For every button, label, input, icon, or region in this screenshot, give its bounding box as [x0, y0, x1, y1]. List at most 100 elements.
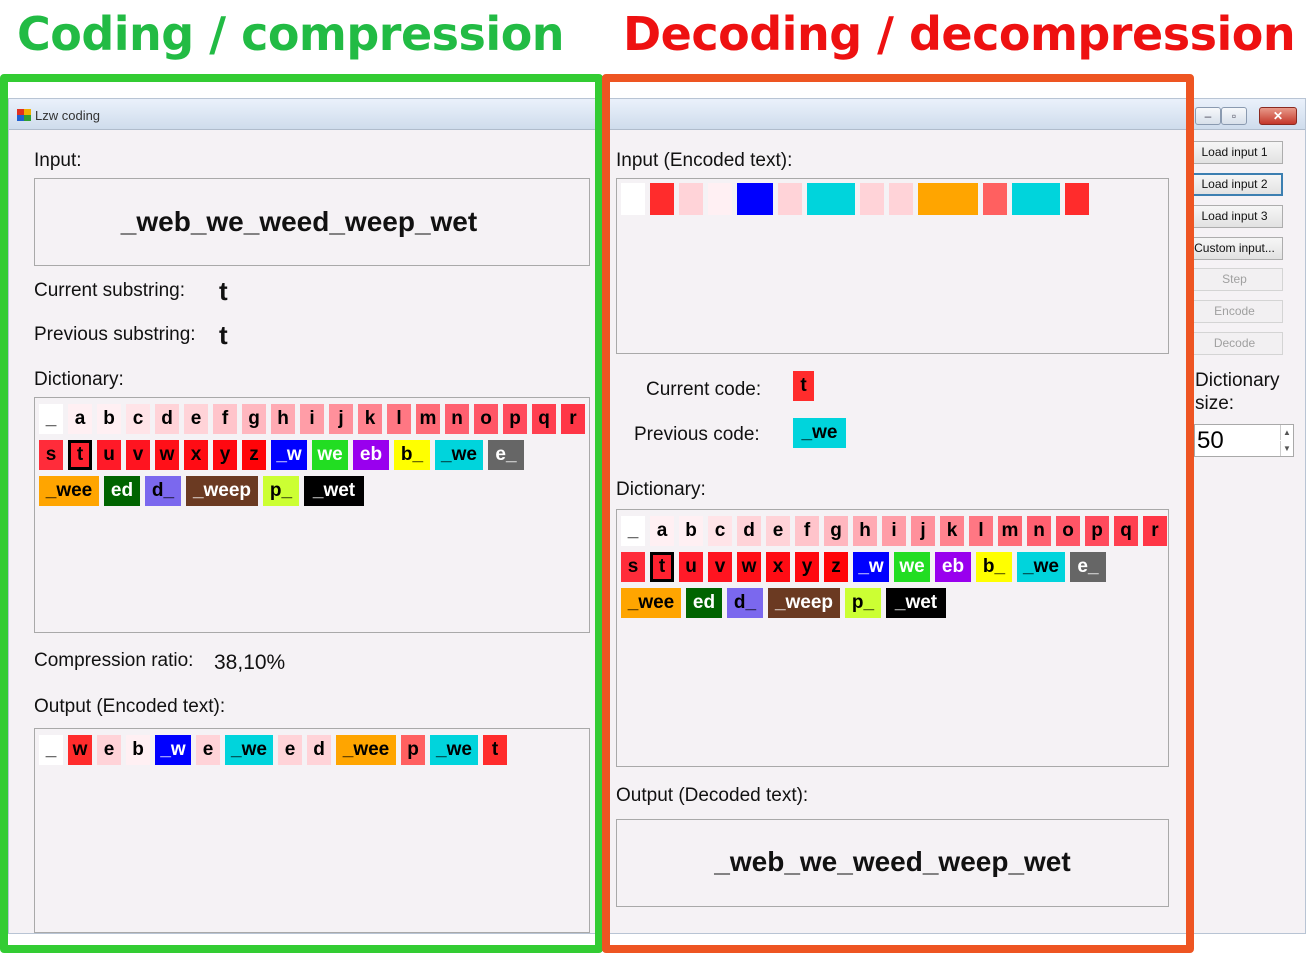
step-button[interactable]: Step — [1186, 268, 1283, 291]
dictionary-entry: _weep — [186, 476, 258, 506]
spinner-up-icon[interactable]: ▲ — [1280, 425, 1293, 440]
dictionary-entry: o — [474, 404, 498, 434]
dictionary-entry: d_ — [727, 588, 763, 618]
load-input-1-button[interactable]: Load input 1 — [1186, 141, 1283, 164]
decoding-dictionary-label: Dictionary: — [616, 479, 706, 500]
current-substring-value: t — [219, 276, 228, 306]
coding-heading: Coding / compression — [17, 7, 565, 61]
window-title: Lzw coding — [35, 108, 101, 123]
dictionary-entry: v — [126, 440, 150, 470]
dictionary-entry: _wet — [886, 588, 946, 618]
decoding-dictionary-box: _ a b c d e f g h i j k l m n o p q r s t u v w x y z _w we eb b_ _we e_… — [616, 509, 1169, 767]
maximize-icon[interactable]: ▫ — [1221, 107, 1247, 125]
dictionary-entry: q — [1114, 516, 1138, 546]
dictionary-entry: ed — [686, 588, 722, 618]
dictionary-size-label: Dictionary — [1195, 370, 1280, 391]
decoded-output-text: _web_we_weed_weep_wet — [714, 846, 1071, 877]
dictionary-entry: we — [894, 552, 930, 582]
dictionary-entry: f — [213, 404, 237, 434]
decoding-frame — [602, 74, 1194, 953]
dictionary-entry: b_ — [976, 552, 1012, 582]
previous-substring-value: t — [219, 320, 228, 350]
dictionary-size-label-2: size: — [1195, 393, 1235, 414]
dictionary-entry: n — [445, 404, 469, 434]
dictionary-entry: eb — [935, 552, 971, 582]
close-icon[interactable]: ✕ — [1259, 107, 1297, 125]
encoded-code-chip — [778, 183, 802, 215]
compression-ratio-value: 38,10% — [214, 651, 286, 674]
dictionary-entry: we — [312, 440, 348, 470]
dictionary-size-value: 50 — [1197, 427, 1224, 454]
encoded-code-chip — [889, 183, 913, 215]
dictionary-entry: _w — [853, 552, 889, 582]
dictionary-entry: d_ — [145, 476, 181, 506]
dictionary-entry: o — [1056, 516, 1080, 546]
dictionary-entry: c — [708, 516, 732, 546]
input-box[interactable] — [34, 178, 590, 266]
output-code-chip: _wee — [336, 735, 396, 765]
output-code-chip: _w — [155, 735, 191, 765]
dictionary-entry: _we — [435, 440, 483, 470]
dictionary-entry: e_ — [1070, 552, 1106, 582]
output-code-chip: t — [483, 735, 507, 765]
spinner-down-icon[interactable]: ▼ — [1280, 441, 1293, 456]
output-code-chip: e — [278, 735, 302, 765]
minimize-icon[interactable]: – — [1195, 107, 1221, 125]
dictionary-entry: _weep — [768, 588, 840, 618]
dictionary-entry: a — [650, 516, 674, 546]
dictionary-entry: k — [358, 404, 382, 434]
decoding-heading: Decoding / decompression — [623, 7, 1296, 61]
output-code-chip: e — [97, 735, 121, 765]
encoded-code-chip — [983, 183, 1007, 215]
dictionary-entry: z — [824, 552, 848, 582]
dictionary-entry: r — [1143, 516, 1167, 546]
compression-ratio-label: Compression ratio: — [34, 650, 194, 671]
current-substring-label: Current substring: — [34, 280, 186, 301]
encoded-code-chip — [918, 183, 978, 215]
dictionary-entry: h — [853, 516, 877, 546]
dictionary-entry: h — [271, 404, 295, 434]
encoded-code-chip — [650, 183, 674, 215]
dictionary-entry: w — [155, 440, 179, 470]
load-input-2-button[interactable]: Load input 2 — [1186, 173, 1283, 196]
dictionary-entry: p_ — [845, 588, 881, 618]
dictionary-entry: l — [387, 404, 411, 434]
dictionary-size-input[interactable]: 50 ▲ ▼ — [1194, 424, 1294, 457]
current-code-label: Current code: — [646, 379, 762, 400]
dictionary-entry: x — [766, 552, 790, 582]
current-code-value: t — [793, 371, 814, 401]
load-input-3-button[interactable]: Load input 3 — [1186, 205, 1283, 228]
dictionary-entry: b_ — [394, 440, 430, 470]
dictionary-entry: _ — [621, 516, 645, 546]
dictionary-entry: c — [126, 404, 150, 434]
output-code-chip: _ — [39, 735, 63, 765]
encoded-code-chip — [807, 183, 855, 215]
dictionary-entry: j — [329, 404, 353, 434]
output-code-chip: d — [307, 735, 331, 765]
dictionary-entry: i — [882, 516, 906, 546]
dictionary-entry: k — [940, 516, 964, 546]
decoded-output-box — [616, 819, 1169, 907]
dictionary-entry: m — [998, 516, 1022, 546]
decode-button[interactable]: Decode — [1186, 332, 1283, 355]
dictionary-entry: q — [532, 404, 556, 434]
dictionary-entry: t — [68, 440, 92, 470]
input-label: Input: — [34, 150, 82, 171]
dictionary-entry: l — [969, 516, 993, 546]
encode-button[interactable]: Encode — [1186, 300, 1283, 323]
output-box: _ w e b _w e _we e d _wee p _we t — [34, 728, 590, 933]
dictionary-entry: g — [824, 516, 848, 546]
encoded-code-chip — [679, 183, 703, 215]
dictionary-entry: a — [68, 404, 92, 434]
output-code-chip: p — [401, 735, 425, 765]
output-code-chip: b — [126, 735, 150, 765]
dictionary-entry: y — [213, 440, 237, 470]
dictionary-entry: r — [561, 404, 585, 434]
dictionary-entry: _w — [271, 440, 307, 470]
custom-input-button[interactable]: Custom input... — [1186, 237, 1283, 260]
input-text: _web_we_weed_weep_wet — [120, 206, 478, 237]
dictionary-entry: v — [708, 552, 732, 582]
dictionary-entry: eb — [353, 440, 389, 470]
dictionary-entry: t — [650, 552, 674, 582]
dictionary-entry: d — [155, 404, 179, 434]
